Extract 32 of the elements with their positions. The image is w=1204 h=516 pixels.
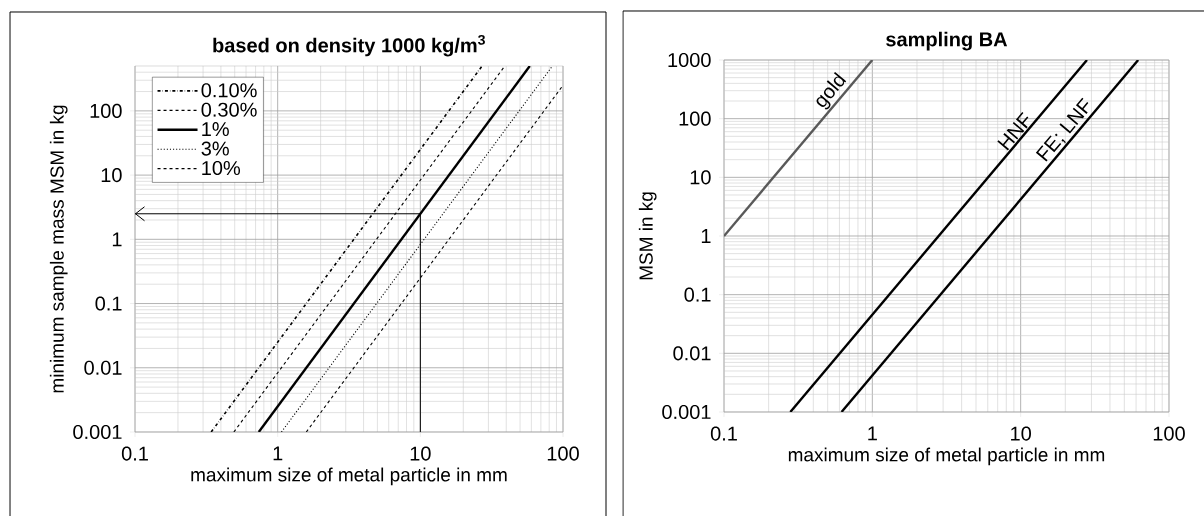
y-tick-label: 0.001 — [73, 424, 122, 440]
legend-label: 10% — [202, 160, 241, 176]
x-axis-title: maximum size of metal particle in mm — [191, 467, 507, 486]
y-tick-label: 0.01 — [673, 346, 711, 361]
x-tick-label: 10 — [410, 446, 431, 461]
x-tick-label: 1 — [868, 426, 877, 441]
legend-label: 0.10% — [201, 83, 257, 98]
legend-label: 3% — [201, 141, 229, 156]
y-axis-title: minimum sample mass MSM in kg — [49, 105, 68, 393]
x-tick-label: 100 — [1153, 426, 1185, 441]
chart-title: based on density 1000 kg/m$^{3}$ — [213, 34, 485, 57]
x-tick-label: 0.1 — [121, 446, 148, 461]
legend-label: 0.30% — [201, 102, 257, 117]
y-tick-label: 10 — [690, 170, 711, 185]
legend-label: 1% — [202, 122, 229, 137]
x-tick-label: 100 — [547, 446, 579, 461]
x-tick-label: 1 — [273, 446, 283, 461]
y-tick-label: 100 — [679, 111, 711, 126]
x-axis-title: maximum size of metal particle in mm — [788, 447, 1105, 466]
x-tick-label: 10 — [1011, 426, 1031, 441]
x-tick-label: 0.1 — [710, 426, 737, 441]
y-tick-label: 1 — [112, 232, 122, 247]
y-tick-label: 0.1 — [95, 296, 122, 311]
y-axis-title: MSM in kg — [638, 192, 657, 280]
chart-title: sampling BA — [886, 31, 1008, 51]
y-tick-label: 1000 — [668, 52, 711, 68]
y-tick-label: 10 — [101, 168, 122, 183]
y-tick-label: 1 — [701, 229, 711, 243]
y-tick-label: 0.01 — [84, 360, 122, 375]
y-tick-label: 0.1 — [684, 287, 711, 302]
y-tick-label: 100 — [90, 103, 122, 118]
y-tick-label: 0.001 — [662, 404, 711, 420]
